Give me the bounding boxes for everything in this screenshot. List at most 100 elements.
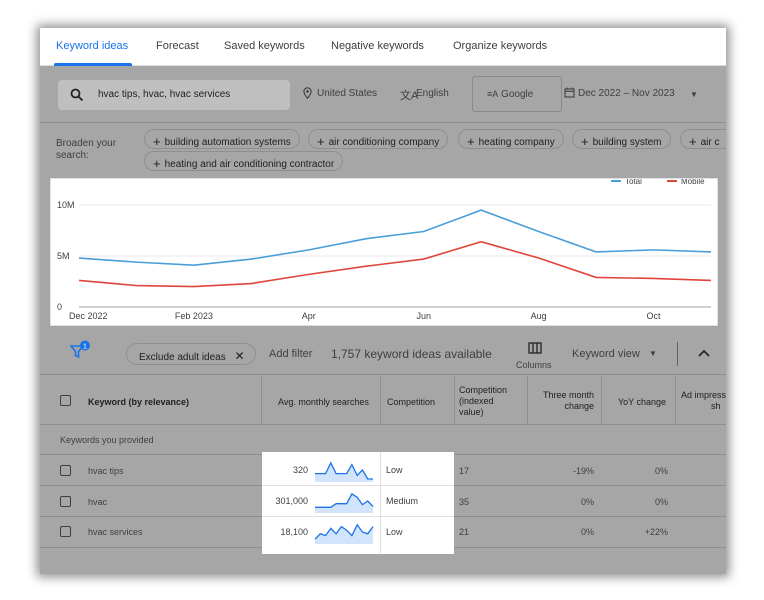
x-tick-label: Apr [302,311,316,321]
search-network-selector[interactable]: ≡A Google [472,76,562,112]
series-line-total [78,209,712,266]
tab-organize-keywords[interactable]: Organize keywords [453,40,548,52]
divider [40,122,726,123]
x-tick-label: Feb 2023 [175,311,213,321]
column-header-avg-monthly-searches[interactable]: Avg. monthly searches [278,397,369,407]
y-tick-label: 5M [57,251,70,261]
location-selector[interactable]: United States [317,88,378,99]
column-header-yoy-change[interactable]: YoY change [618,397,667,407]
keyword-cell[interactable]: hvac [88,497,108,507]
three-month-change-cell: 0% [580,497,594,507]
translate-icon: 文A [400,90,419,102]
exclude-adult-ideas-filter[interactable]: Exclude adult ideas ✕ [126,343,256,365]
table-header-bottom-border [40,424,726,425]
calendar-icon [564,87,575,98]
date-range-selector[interactable]: Dec 2022 – Nov 2023 [578,88,675,99]
plus-icon: + [467,134,475,149]
column-header-competition[interactable]: Competition [387,397,436,407]
tab-keyword-ideas[interactable]: Keyword ideas [56,40,129,52]
x-tick-label: Oct [647,311,662,321]
series-line-mobile [78,240,712,288]
y-tick-label: 10M [57,200,75,210]
plus-icon: + [581,134,589,149]
x-tick-label: Dec 2022 [69,311,108,321]
broaden-chip[interactable]: + air c [680,129,726,149]
tab-forecast[interactable]: Forecast [156,40,199,52]
three-month-change-cell: -19% [572,466,594,476]
tab-saved-keywords[interactable]: Saved keywords [224,40,305,52]
row-checkbox[interactable] [60,526,71,537]
broaden-chip[interactable]: + air conditioning company [308,129,449,149]
row-checkbox[interactable] [60,496,71,507]
legend-label: Mobile [681,179,705,186]
close-icon[interactable]: ✕ [234,349,245,363]
column-header-keyword[interactable]: Keyword (by relevance) [88,397,190,407]
x-tick-label: Jun [416,311,431,321]
keyword-view-selector[interactable]: Keyword view [572,348,640,360]
filter-count-badge: 1 [83,341,87,350]
table-header-top-border [40,374,726,375]
keyword-cell[interactable]: hvac tips [88,466,124,476]
add-filter-button[interactable]: Add filter [269,348,313,360]
search-input[interactable]: hvac tips, hvac, hvac services [58,80,290,110]
dropdown-arrow-icon[interactable]: ▼ [690,90,698,99]
y-tick-label: 0 [57,302,62,312]
competition-index-cell: 21 [459,527,470,537]
broaden-chip[interactable]: + heating and air conditioning contractor [144,151,344,171]
three-month-change-cell: 0% [580,527,594,537]
sparkline-line [314,523,374,540]
filter-icon[interactable]: 1 [70,340,92,362]
network-icon: ≡A [487,89,499,99]
keyword-cell[interactable]: hvac services [88,527,143,537]
broaden-search-label: Broaden your search: [56,138,117,161]
language-selector[interactable]: English [416,88,449,99]
line-chart: 10M 5M 0 Dec 2022 Feb 2023 Apr Jun Aug Oct Total M… [57,179,712,321]
trend-sparkline [315,461,373,482]
plus-icon: + [689,134,697,149]
avg-monthly-searches-cell: 18,100 [280,527,308,537]
column-separator [675,376,676,424]
broaden-chip[interactable]: + heating company [458,129,564,149]
competition-index-cell: 17 [459,466,470,476]
avg-monthly-searches-cell: 320 [292,465,308,475]
plus-icon: + [153,134,161,149]
collapse-chevron-icon[interactable] [698,349,710,357]
search-volume-chart: 10M 5M 0 Dec 2022 Feb 2023 Apr Jun Aug Oct Total M… [50,178,718,326]
chart-margin [40,178,50,328]
sparkline-line [315,492,374,508]
dropdown-arrow-icon[interactable]: ▼ [649,349,657,358]
x-tick-label: Aug [531,311,547,321]
broaden-chip[interactable]: + building automation systems [144,129,300,149]
highlighted-cells: 320 Low 301,000 Medium 18,100 Low [262,452,454,554]
location-pin-icon [303,87,312,99]
columns-button[interactable]: Columns [516,360,552,370]
column-separator [454,376,455,424]
trend-sparkline [315,492,374,513]
column-separator [601,376,602,424]
yoy-change-cell: 0% [654,497,668,507]
sparkline-area [315,524,373,544]
competition-cell: Low [386,465,403,475]
select-all-checkbox[interactable] [60,395,71,406]
competition-cell: Low [386,527,403,537]
search-input-value: hvac tips, hvac, hvac services [98,89,231,100]
column-separator [380,452,381,554]
sparkline-area [315,493,373,513]
yoy-change-cell: +22% [644,527,668,537]
chart-margin [718,178,726,328]
sparkline-area [315,462,373,482]
column-separator [380,376,381,424]
competition-cell: Medium [386,496,419,506]
tab-bar: Keyword ideas Forecast Saved keywords Ne… [40,28,726,66]
column-header-ad-impression-share[interactable]: Ad impress sh [681,390,726,411]
columns-icon[interactable] [528,342,542,354]
column-separator [527,376,528,424]
legend-label: Total [625,179,642,186]
tab-negative-keywords[interactable]: Negative keywords [331,40,424,52]
broaden-chip[interactable]: + building system [572,129,671,149]
toolbar-divider [677,342,678,366]
row-divider [262,516,454,517]
column-header-competition-indexed[interactable]: Competition (indexed value) [459,385,508,417]
row-checkbox[interactable] [60,465,71,476]
column-header-three-month-change[interactable]: Three month change [542,390,594,411]
